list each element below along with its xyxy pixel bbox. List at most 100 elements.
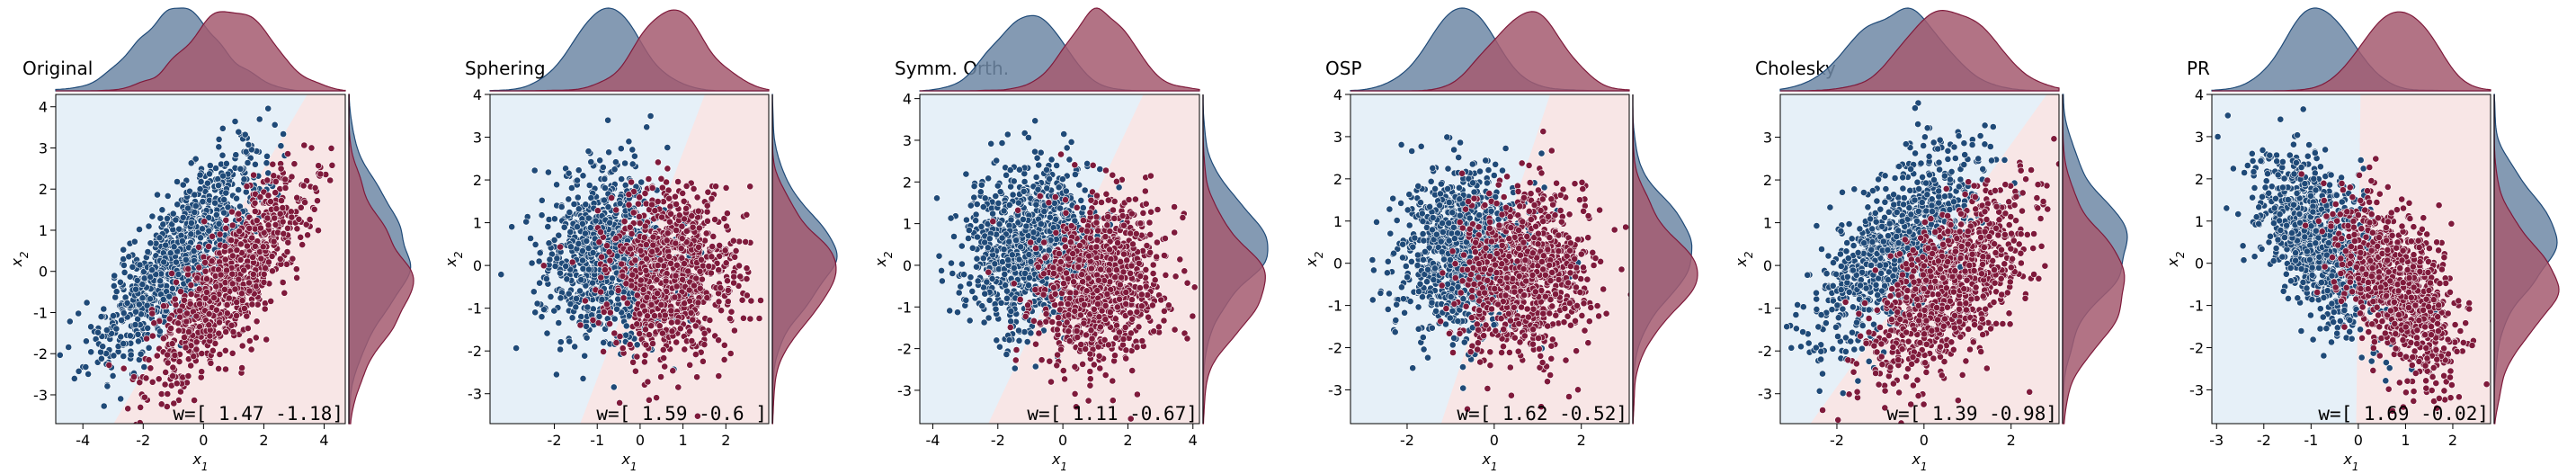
data-point-class-0: [1004, 256, 1012, 264]
data-point-class-1: [642, 200, 650, 208]
data-point-class-1: [694, 299, 702, 307]
data-point-class-0: [622, 331, 630, 339]
data-point-class-0: [586, 224, 594, 232]
data-point-class-0: [974, 233, 981, 241]
data-point-class-0: [1006, 166, 1014, 174]
data-point-class-0: [133, 276, 141, 284]
data-point-class-0: [978, 302, 986, 310]
data-point-class-1: [629, 358, 637, 366]
data-point-class-1: [672, 272, 680, 280]
data-point-class-1: [281, 184, 290, 192]
data-point-class-1: [715, 266, 723, 274]
data-point-class-0: [211, 199, 218, 207]
data-point-class-1: [208, 257, 216, 265]
data-point-class-1: [289, 255, 297, 263]
data-point-class-0: [1007, 317, 1015, 326]
data-point-class-0: [1043, 165, 1050, 174]
data-point-class-1: [248, 234, 256, 242]
data-point-class-1: [235, 210, 243, 218]
data-point-class-1: [1065, 327, 1073, 335]
data-point-class-0: [538, 196, 546, 204]
data-point-class-0: [116, 278, 124, 286]
data-point-class-0: [605, 148, 612, 157]
data-point-class-1: [276, 210, 284, 218]
data-point-class-0: [531, 240, 539, 248]
data-point-class-0: [178, 237, 186, 245]
data-point-class-0: [1010, 264, 1018, 272]
data-point-class-0: [159, 295, 167, 303]
data-point-class-0: [1015, 199, 1022, 207]
data-point-class-0: [215, 182, 222, 190]
data-point-class-1: [249, 270, 257, 278]
data-point-class-0: [575, 239, 583, 247]
data-point-class-1: [657, 300, 665, 309]
data-point-class-0: [585, 265, 593, 273]
data-point-class-1: [193, 274, 201, 282]
data-point-class-0: [1007, 308, 1015, 315]
data-point-class-0: [187, 159, 195, 167]
data-point-class-1: [316, 170, 325, 178]
data-point-class-1: [1171, 326, 1179, 334]
data-point-class-0: [614, 295, 622, 303]
data-point-class-0: [1012, 237, 1020, 245]
data-point-class-1: [261, 305, 269, 313]
data-point-class-1: [663, 237, 671, 245]
data-point-class-0: [550, 307, 558, 315]
data-point-class-1: [274, 228, 281, 237]
data-point-class-0: [199, 198, 207, 206]
data-point-class-0: [136, 261, 144, 269]
data-point-class-0: [144, 324, 152, 332]
data-point-class-1: [747, 297, 755, 305]
data-point-class-1: [198, 350, 206, 357]
data-point-class-1: [595, 238, 603, 246]
data-point-class-0: [954, 309, 961, 317]
data-point-class-1: [658, 213, 665, 221]
data-point-class-1: [603, 242, 611, 250]
data-point-class-1: [668, 327, 676, 335]
data-point-class-0: [566, 228, 575, 236]
data-point-class-0: [1031, 362, 1039, 371]
data-point-class-0: [175, 225, 183, 233]
data-point-class-1: [136, 379, 144, 387]
data-point-class-0: [120, 353, 128, 360]
data-point-class-0: [140, 363, 148, 371]
data-point-class-1: [1162, 271, 1170, 279]
data-point-class-0: [145, 344, 153, 352]
data-point-class-0: [1115, 183, 1123, 192]
data-point-class-1: [715, 372, 723, 380]
data-point-class-1: [233, 246, 241, 254]
data-point-class-0: [1063, 144, 1071, 152]
data-point-class-0: [219, 172, 227, 180]
data-point-class-0: [235, 186, 243, 193]
data-point-class-1: [260, 270, 268, 278]
data-point-class-0: [562, 262, 570, 270]
data-point-class-1: [700, 329, 709, 337]
data-point-class-0: [111, 293, 120, 301]
data-point-class-1: [310, 205, 318, 213]
data-point-class-0: [577, 276, 585, 283]
data-point-class-1: [1041, 254, 1049, 262]
data-point-class-1: [730, 273, 738, 281]
data-point-class-1: [227, 321, 236, 329]
data-point-class-1: [297, 203, 305, 211]
data-point-class-1: [606, 309, 614, 317]
data-point-class-1: [1071, 362, 1079, 371]
data-point-class-0: [604, 203, 612, 211]
data-point-class-1: [736, 273, 744, 281]
data-point-class-1: [568, 258, 576, 266]
data-point-class-0: [562, 165, 569, 173]
data-point-class-1: [148, 309, 156, 317]
data-point-class-0: [120, 268, 129, 276]
data-point-class-0: [601, 175, 609, 183]
data-point-class-1: [148, 452, 155, 458]
data-point-class-0: [1043, 184, 1051, 192]
data-point-class-1: [223, 266, 230, 274]
data-point-class-1: [724, 298, 732, 306]
data-point-class-1: [628, 271, 637, 279]
data-point-class-1: [679, 275, 686, 283]
data-point-class-0: [164, 192, 172, 200]
data-point-class-1: [1042, 317, 1050, 326]
data-point-class-0: [117, 333, 125, 341]
data-point-class-1: [644, 312, 651, 320]
